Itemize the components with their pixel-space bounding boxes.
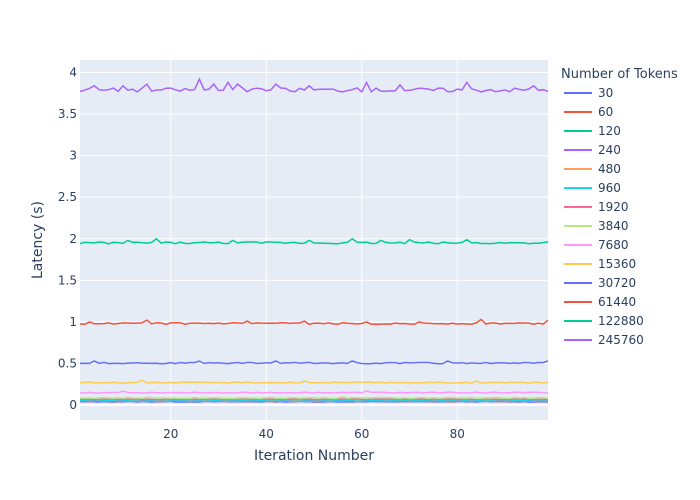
series-line-1920: [79, 398, 548, 401]
legend-label: 7680: [598, 238, 629, 252]
legend-item-122880[interactable]: 122880: [564, 314, 644, 328]
y-tick-label: 2.5: [58, 190, 77, 204]
legend-item-960[interactable]: 960: [564, 181, 621, 195]
legend-label: 240: [598, 143, 621, 157]
legend-label: 960: [598, 181, 621, 195]
legend-item-240[interactable]: 240: [564, 143, 621, 157]
y-axis-title: Latency (s): [30, 201, 46, 279]
y-tick-label: 1: [69, 315, 77, 329]
legend-label: 60: [598, 105, 613, 119]
series-line-30720: [79, 360, 549, 365]
y-tick-label: 3: [69, 149, 77, 163]
legend-item-480[interactable]: 480: [564, 162, 621, 176]
gridlines: [80, 60, 548, 420]
legend-item-30720[interactable]: 30720: [564, 276, 636, 290]
legend-title: Number of Tokens: [561, 67, 678, 82]
x-tick-label: 80: [450, 427, 465, 441]
series-line-245760: [79, 77, 549, 93]
legend-item-60[interactable]: 60: [564, 105, 613, 119]
series-line-960: [79, 399, 549, 402]
series-line-61440: [79, 318, 549, 326]
legend[interactable]: 30 60 120 240 480 960 1920 3840 7680 15360 30720 61…: [564, 86, 644, 347]
series-line-7680: [79, 390, 549, 394]
legend-item-3840[interactable]: 3840: [564, 219, 629, 233]
x-tick-label: 40: [259, 427, 274, 441]
legend-label: 30720: [598, 276, 636, 290]
legend-label: 1920: [598, 200, 629, 214]
legend-item-245760[interactable]: 245760: [564, 333, 644, 347]
x-tick-label: 20: [163, 427, 178, 441]
x-axis-title: Iteration Number: [254, 448, 374, 464]
y-tick-label: 2: [69, 232, 77, 246]
series-line-3840: [80, 395, 549, 400]
legend-item-30[interactable]: 30: [564, 86, 613, 100]
y-tick-label: 4: [69, 65, 77, 79]
legend-item-61440[interactable]: 61440: [564, 295, 636, 309]
legend-label: 15360: [598, 257, 636, 271]
y-tick-label: 0: [69, 398, 77, 412]
legend-label: 3840: [598, 219, 629, 233]
x-tick-label: 60: [354, 427, 369, 441]
series-line-15360: [79, 379, 549, 384]
legend-label: 30: [598, 86, 613, 100]
y-tick-label: 0.5: [58, 356, 77, 370]
legend-label: 61440: [598, 295, 636, 309]
y-axis-ticks: 0 0.5 1 1.5 2 2.5 3 3.5 4: [58, 65, 77, 412]
x-axis-ticks: 20 40 60 80: [163, 427, 465, 441]
y-tick-label: 3.5: [58, 107, 77, 121]
legend-label: 245760: [598, 333, 644, 347]
legend-item-7680[interactable]: 7680: [564, 238, 629, 252]
legend-label: 480: [598, 162, 621, 176]
series-lines: [79, 77, 549, 403]
legend-item-120[interactable]: 120: [564, 124, 621, 138]
legend-item-1920[interactable]: 1920: [564, 200, 629, 214]
y-tick-label: 1.5: [58, 273, 77, 287]
legend-item-15360[interactable]: 15360: [564, 257, 636, 271]
series-line-122880: [79, 237, 549, 245]
legend-label: 120: [598, 124, 621, 138]
legend-label: 122880: [598, 314, 644, 328]
